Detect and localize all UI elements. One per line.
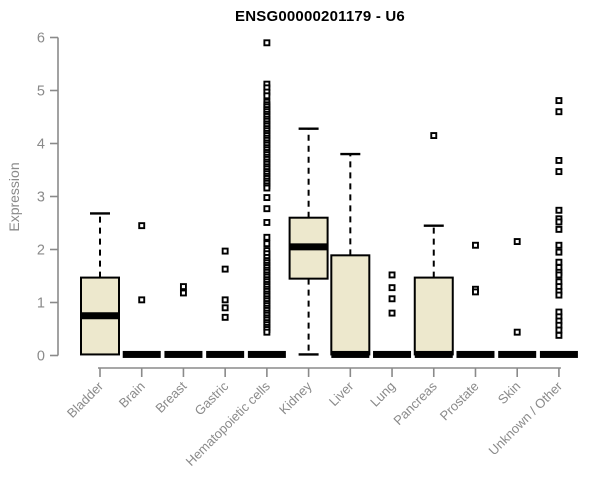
x-tick-label: Pancreas — [390, 378, 440, 428]
outlier-point — [138, 222, 146, 230]
outlier-point — [263, 233, 271, 241]
outlier-point — [555, 241, 563, 249]
box-unknown-other — [539, 350, 578, 358]
outlier-point — [388, 271, 396, 279]
chart-title: ENSG00000201179 - U6 — [235, 8, 405, 25]
x-tick-label: Gastric — [192, 378, 232, 418]
x-tick-label: Kidney — [276, 378, 315, 417]
outlier-point — [263, 92, 271, 100]
outlier-point — [221, 304, 229, 312]
outlier-point — [263, 219, 271, 226]
outlier-point — [555, 97, 563, 105]
box-prostate — [456, 350, 495, 358]
outlier-point — [555, 258, 563, 266]
median-bladder — [81, 312, 119, 320]
box-breast — [164, 350, 203, 358]
outlier-point — [263, 205, 271, 213]
x-tick-label: Skin — [495, 379, 523, 407]
y-tick-label: 4 — [37, 137, 45, 153]
outlier-point — [138, 296, 146, 304]
x-tick-label: Prostate — [437, 379, 482, 424]
outlier-point — [263, 328, 271, 336]
outlier-point — [388, 309, 396, 317]
outlier-point — [221, 313, 229, 321]
outlier-point — [263, 194, 271, 202]
y-tick-label: 3 — [37, 190, 45, 206]
x-tick-label: Lung — [367, 379, 398, 410]
median-pancreas — [414, 350, 453, 358]
outlier-point — [555, 331, 563, 339]
box-hematopoietic-cells — [247, 350, 286, 358]
box-brain — [122, 350, 161, 358]
outlier-point — [221, 265, 229, 273]
outlier-point — [555, 291, 563, 299]
box-skin — [498, 350, 537, 358]
outlier-point — [388, 295, 396, 303]
outlier-point — [430, 132, 438, 140]
y-tick-label: 5 — [37, 84, 45, 100]
y-tick-label: 2 — [37, 243, 45, 259]
x-tick-label: Breast — [152, 378, 189, 415]
box-liver — [330, 254, 371, 356]
x-tick-label: Liver — [326, 378, 357, 409]
x-tick-label: Unknown / Other — [485, 378, 565, 458]
outlier-point — [263, 184, 271, 192]
outlier-point — [472, 241, 479, 249]
outlier-point — [221, 296, 229, 304]
median-liver — [331, 350, 370, 358]
median-kidney — [289, 243, 328, 251]
box-lung — [373, 350, 412, 358]
outlier-point — [555, 108, 563, 116]
outlier-point — [513, 328, 521, 336]
outlier-point — [555, 218, 563, 226]
outlier-point — [555, 168, 563, 176]
outlier-point — [555, 157, 563, 164]
outlier-point — [263, 240, 271, 248]
y-tick-label: 0 — [37, 349, 45, 365]
outlier-point — [263, 39, 271, 47]
outlier-point — [555, 225, 563, 233]
y-tick-label: 6 — [37, 31, 45, 47]
x-tick-label: Brain — [116, 379, 148, 411]
outlier-point — [179, 289, 187, 297]
x-tick-label: Bladder — [64, 378, 107, 421]
box-pancreas — [413, 276, 454, 356]
outlier-point — [472, 288, 479, 296]
outlier-point — [555, 271, 563, 279]
outlier-point — [221, 247, 229, 255]
outlier-point — [388, 284, 396, 292]
outlier-point — [179, 283, 187, 291]
outlier-point — [555, 326, 563, 334]
outlier-point — [513, 238, 521, 246]
outlier-point — [555, 206, 563, 214]
y-tick-label: 1 — [37, 296, 45, 312]
outlier-point — [555, 248, 563, 256]
box-gastric — [206, 350, 245, 358]
